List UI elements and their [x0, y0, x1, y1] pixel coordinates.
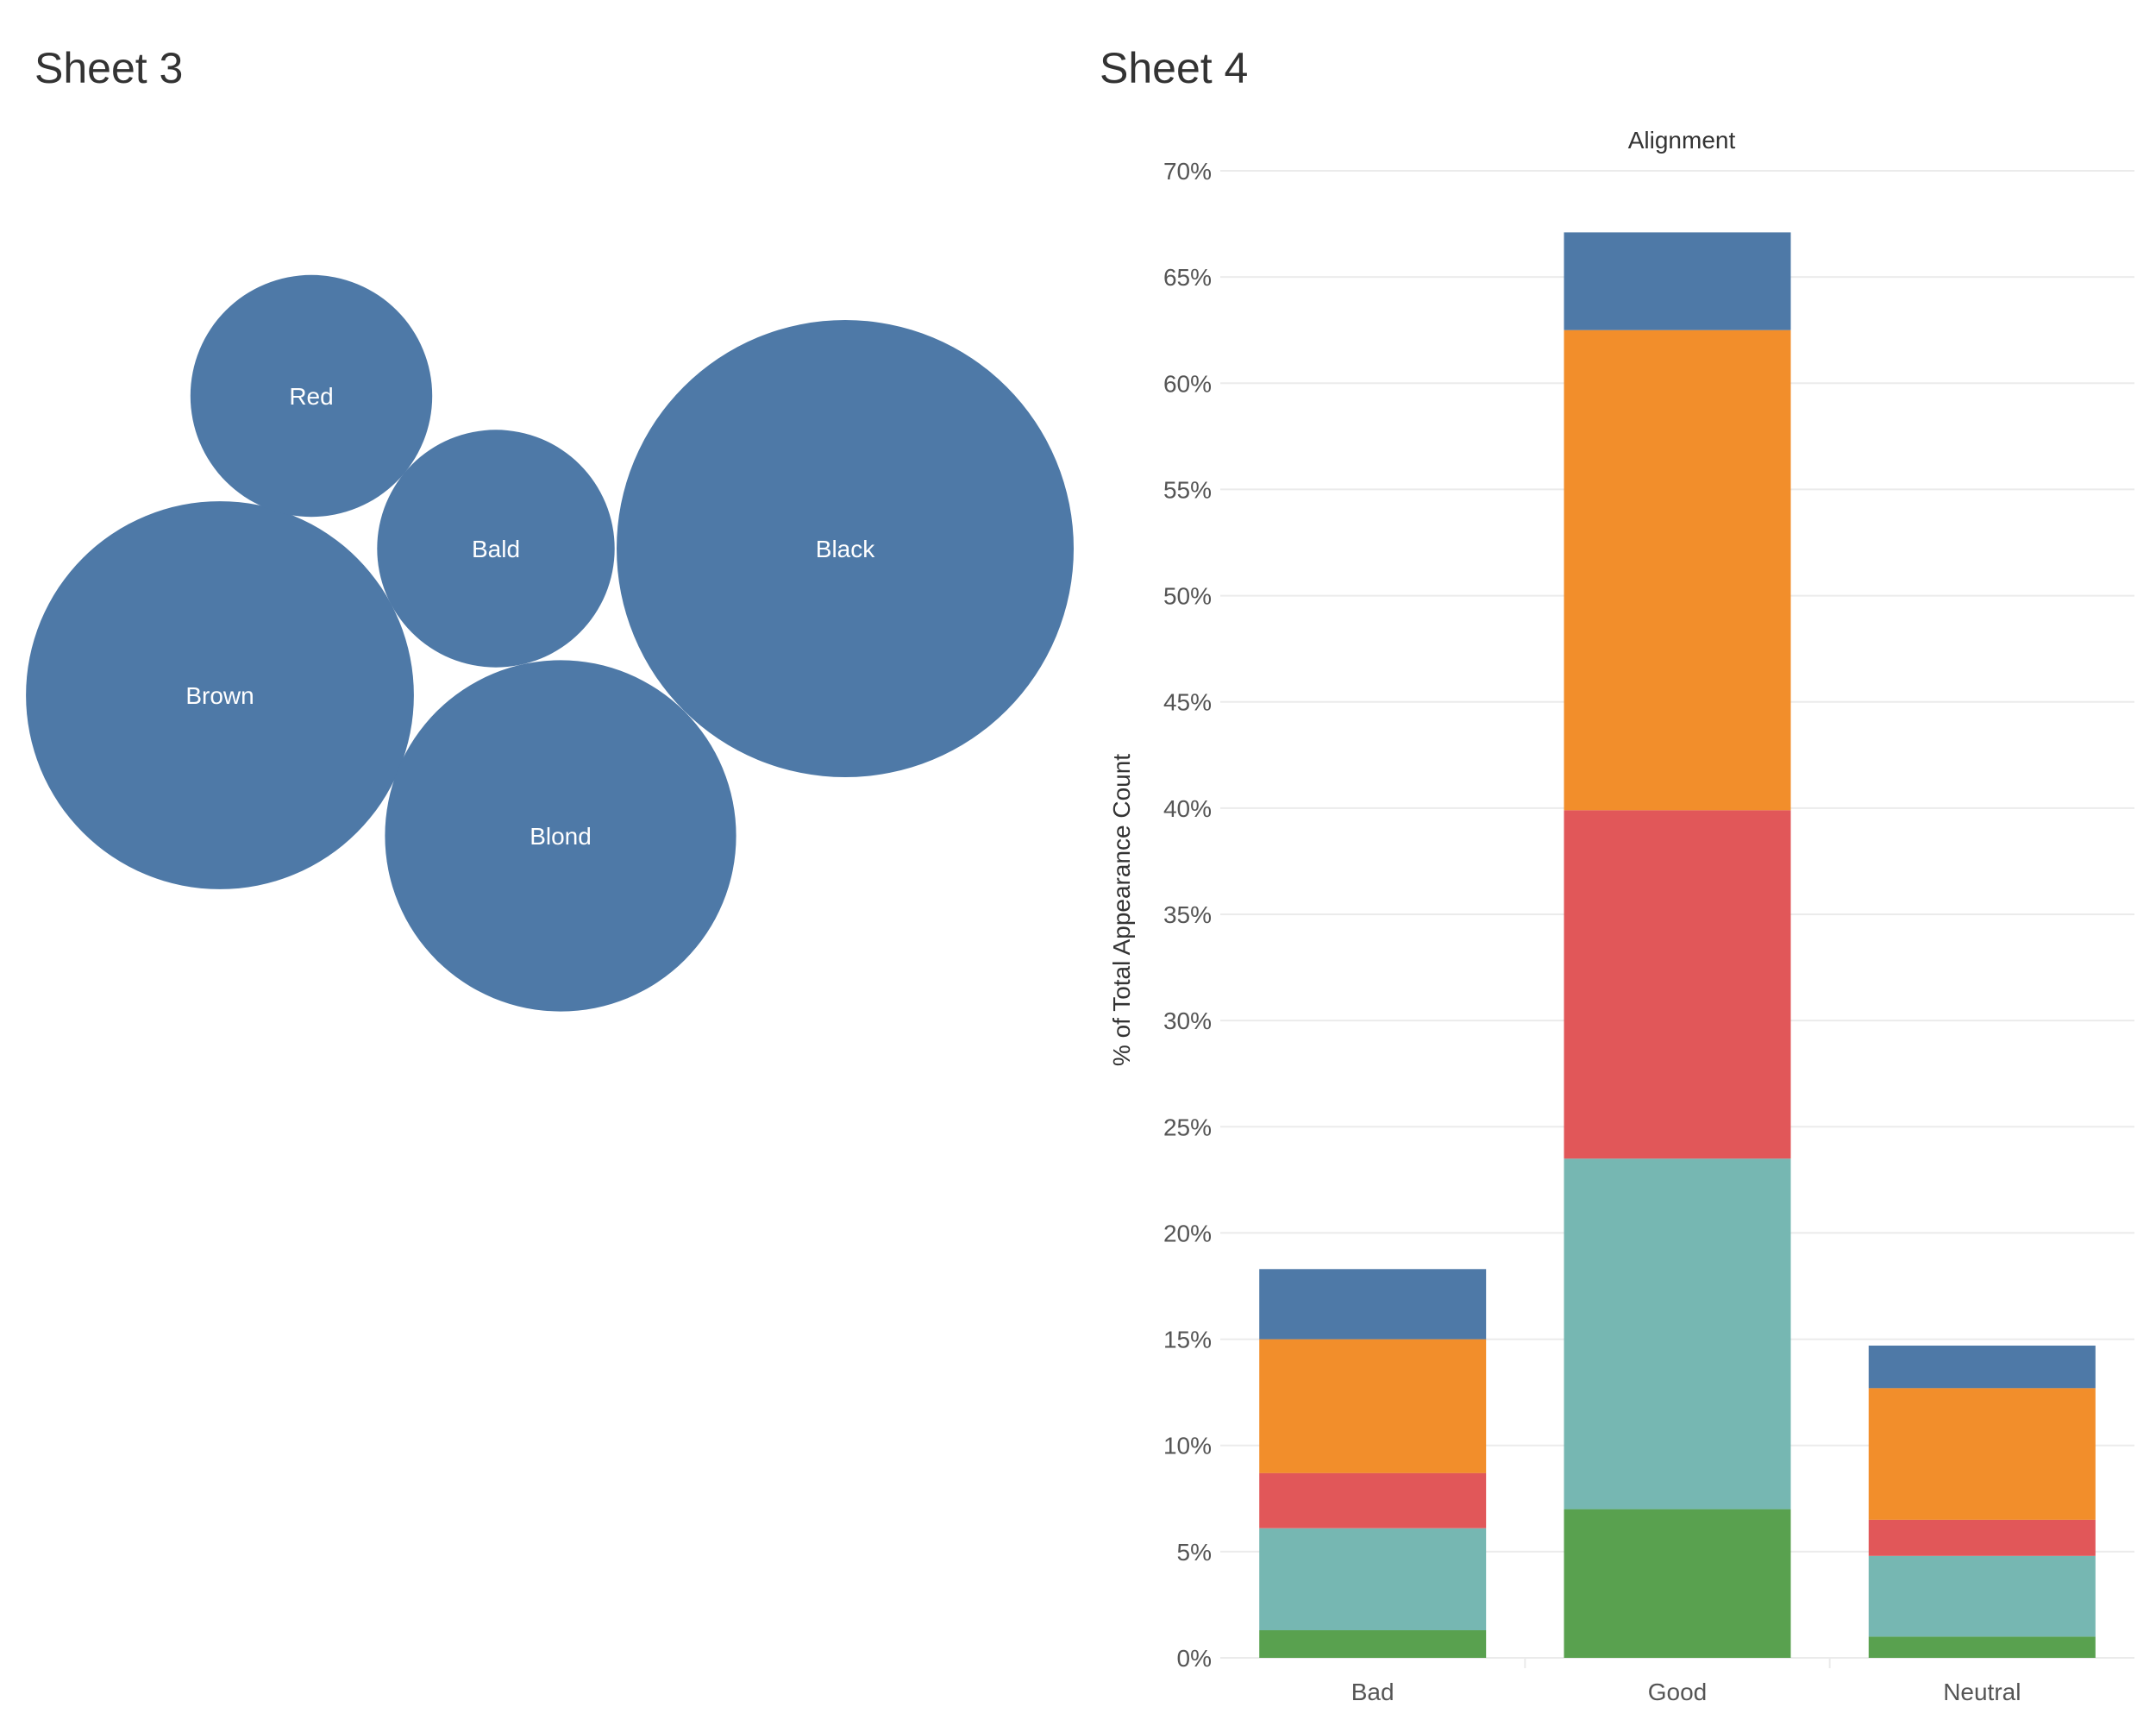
- y-tick-label-25: 25%: [1163, 1114, 1212, 1140]
- bubble-label-black: Black: [816, 536, 875, 562]
- x-tick-label-good: Good: [1648, 1679, 1708, 1705]
- y-tick-label-35: 35%: [1163, 901, 1212, 928]
- y-axis-title: % of Total Appearance Count: [1108, 754, 1135, 1066]
- y-tick-label-15: 15%: [1163, 1327, 1212, 1353]
- bar-bad-blue: [1259, 1269, 1487, 1340]
- bar-good-orange: [1564, 330, 1791, 811]
- stacked-bar-chart: 0% 5% 10% 15% 20% 25% 30% 35% 40% 45% 50% 55% 60% 65%…: [1108, 127, 2134, 1705]
- bar-bad-teal: [1259, 1528, 1487, 1630]
- bar-neutral-red: [1868, 1519, 2096, 1556]
- x-tick-label-bad: Bad: [1351, 1679, 1395, 1705]
- bar-neutral-blue: [1868, 1346, 2096, 1389]
- bubble-black: [617, 320, 1074, 777]
- bar-good-red: [1564, 810, 1791, 1159]
- bar-bad-red: [1259, 1472, 1487, 1528]
- bubble-bald: [377, 430, 615, 668]
- y-tick-label-5: 5%: [1177, 1539, 1212, 1566]
- x-axis: Bad Good Neutral: [1351, 1679, 2021, 1705]
- bubble-chart: Black Brown Blond Red Bald: [26, 274, 1074, 1012]
- bar-good-green: [1564, 1509, 1791, 1658]
- y-tick-label-70: 70%: [1163, 158, 1212, 185]
- bar-neutral-teal: [1868, 1555, 2096, 1637]
- y-tick-label-20: 20%: [1163, 1220, 1212, 1246]
- y-tick-label-45: 45%: [1163, 689, 1212, 716]
- y-tick-label-30: 30%: [1163, 1007, 1212, 1034]
- bubble-brown: [26, 501, 414, 889]
- bar-good-blue: [1564, 232, 1791, 330]
- bars: [1259, 232, 2096, 1658]
- bubble-red: [190, 274, 433, 518]
- y-tick-label-0: 0%: [1177, 1645, 1212, 1672]
- bubble-label-brown: Brown: [185, 682, 254, 709]
- sheet-3-title: Sheet 3: [34, 44, 184, 92]
- y-tick-label-60: 60%: [1163, 370, 1212, 397]
- bubble-label-bald: Bald: [472, 536, 520, 562]
- bar-neutral-orange: [1868, 1388, 2096, 1520]
- bubble-label-red: Red: [289, 383, 333, 410]
- bubble-label-blond: Blond: [530, 823, 592, 850]
- x-tick-label-neutral: Neutral: [1943, 1679, 2021, 1705]
- y-tick-label-65: 65%: [1163, 264, 1212, 291]
- sheet-4-title: Sheet 4: [1100, 44, 1249, 92]
- y-axis: 0% 5% 10% 15% 20% 25% 30% 35% 40% 45% 50% 55% 60% 65%…: [1163, 158, 1212, 1672]
- bar-bad-green: [1259, 1630, 1487, 1658]
- y-tick-label-50: 50%: [1163, 583, 1212, 610]
- bar-neutral-green: [1868, 1636, 2096, 1658]
- column-header-alignment: Alignment: [1628, 127, 1736, 154]
- y-tick-label-55: 55%: [1163, 476, 1212, 503]
- bar-good-teal: [1564, 1158, 1791, 1509]
- y-tick-label-40: 40%: [1163, 795, 1212, 822]
- bar-bad-orange: [1259, 1339, 1487, 1473]
- bubble-blond: [385, 660, 736, 1012]
- y-tick-label-10: 10%: [1163, 1433, 1212, 1459]
